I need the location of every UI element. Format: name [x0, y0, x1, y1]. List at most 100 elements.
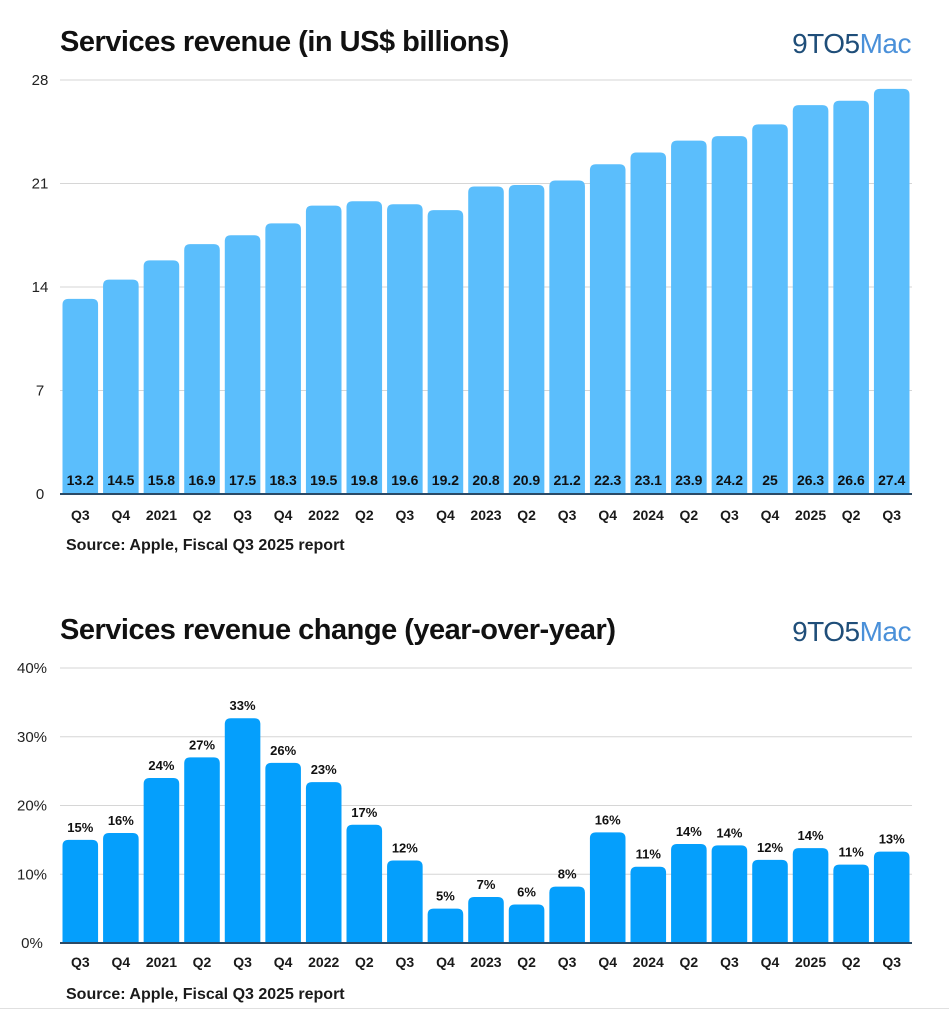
y-tick-label: 14 [32, 279, 49, 296]
bar [305, 205, 342, 494]
data-label: 24% [148, 758, 174, 773]
bar [346, 201, 383, 494]
chart-title: Services revenue change (year-over-year) [60, 614, 616, 646]
x-tick-label: Q2 [355, 507, 374, 523]
bar [752, 124, 788, 494]
data-label: 23.1 [635, 472, 662, 488]
x-tick-label: Q4 [274, 954, 293, 970]
x-tick-label: Q3 [71, 954, 90, 970]
logo-light-part: Mac [859, 28, 912, 59]
data-label: 23.9 [675, 472, 702, 488]
data-label: 5% [436, 889, 455, 904]
data-label: 19.6 [391, 472, 418, 488]
bar [265, 223, 301, 494]
bar [346, 824, 383, 943]
bar [508, 904, 545, 943]
data-label: 19.8 [351, 472, 378, 488]
bar [62, 298, 99, 494]
data-label: 16.9 [188, 472, 215, 488]
data-label: 18.3 [270, 472, 297, 488]
x-tick-label: Q3 [558, 507, 577, 523]
logo-dark-part: 9TO5 [792, 616, 860, 647]
x-tick-label: Q4 [761, 954, 780, 970]
x-tick-label: Q3 [558, 954, 577, 970]
revenue-bar-chart: 0 7 14 21 28 13.2 Q3 14.5 Q4 15.8 2021 16.9 Q2 17.5 Q3… [32, 72, 912, 523]
x-tick-label: Q4 [274, 507, 293, 523]
bar [833, 100, 869, 494]
y-tick-label: 40% [17, 660, 47, 677]
data-label: 12% [757, 840, 783, 855]
data-label: 26.6 [838, 472, 865, 488]
logo-light-part: Mac [859, 616, 912, 647]
x-tick-label: Q2 [517, 507, 536, 523]
x-tick-label: Q4 [761, 507, 780, 523]
data-label: 17.5 [229, 472, 256, 488]
chart-title: Services revenue (in US$ billions) [60, 26, 509, 58]
x-tick-label: 2025 [795, 507, 826, 523]
y-tick-label: 21 [32, 176, 49, 193]
x-tick-label: Q3 [720, 954, 739, 970]
bar [630, 152, 667, 494]
data-label: 19.5 [310, 472, 337, 488]
data-label: 14.5 [107, 472, 134, 488]
x-tick-label: Q3 [882, 954, 901, 970]
x-tick-label: Q2 [680, 507, 699, 523]
data-label: 21.2 [554, 472, 581, 488]
x-tick-label: 2021 [146, 954, 177, 970]
x-tick-label: Q4 [598, 954, 617, 970]
x-tick-label: Q2 [842, 507, 861, 523]
bar [62, 839, 99, 943]
chart-source: Source: Apple, Fiscal Q3 2025 report [66, 537, 345, 554]
data-label: 25 [762, 472, 778, 488]
data-label: 11% [838, 845, 864, 860]
data-label: 13% [879, 832, 905, 847]
bar [184, 244, 220, 494]
data-label: 26% [270, 743, 296, 758]
x-tick-label: Q3 [233, 954, 252, 970]
bar [711, 845, 748, 943]
x-tick-label: 2024 [633, 507, 664, 523]
x-tick-label: 2024 [633, 954, 664, 970]
data-label: 27% [189, 737, 215, 752]
x-tick-label: 2021 [146, 507, 177, 523]
data-label: 14% [716, 825, 742, 840]
data-label: 16% [108, 813, 134, 828]
data-label: 17% [351, 805, 377, 820]
data-label: 6% [517, 885, 536, 900]
x-tick-label: Q3 [396, 507, 415, 523]
y-tick-label: 10% [17, 866, 47, 883]
x-tick-label: Q2 [842, 954, 861, 970]
bar [589, 164, 626, 494]
bar [468, 896, 504, 943]
data-label: 24.2 [716, 472, 743, 488]
data-label: 14% [676, 824, 702, 839]
data-label: 22.3 [594, 472, 621, 488]
data-label: 8% [558, 867, 577, 882]
x-tick-label: Q4 [598, 507, 617, 523]
x-tick-label: 2025 [795, 954, 826, 970]
x-tick-label: 2022 [308, 507, 339, 523]
y-tick-label: 0 [36, 486, 44, 503]
x-tick-label: Q4 [112, 954, 131, 970]
data-label: 14% [798, 828, 824, 843]
bar [833, 864, 869, 943]
data-label: 7% [477, 877, 496, 892]
y-tick-label: 0% [21, 935, 43, 952]
x-tick-label: Q4 [436, 507, 455, 523]
data-label: 11% [636, 847, 662, 862]
bar [589, 832, 626, 943]
data-label: 33% [230, 698, 256, 713]
9to5mac-logo: 9TO5Mac [792, 28, 911, 60]
data-label: 20.9 [513, 472, 540, 488]
9to5mac-logo: 9TO5Mac [792, 616, 911, 648]
bar [224, 718, 261, 943]
data-label: 27.4 [878, 472, 905, 488]
x-tick-label: Q3 [720, 507, 739, 523]
data-label: 16% [595, 812, 621, 827]
bar [143, 778, 180, 943]
bar [671, 140, 707, 494]
data-label: 23% [311, 762, 337, 777]
yoy-chart-panel: Services revenue change (year-over-year)… [0, 600, 949, 1010]
data-label: 20.8 [472, 472, 499, 488]
bar [711, 136, 748, 494]
